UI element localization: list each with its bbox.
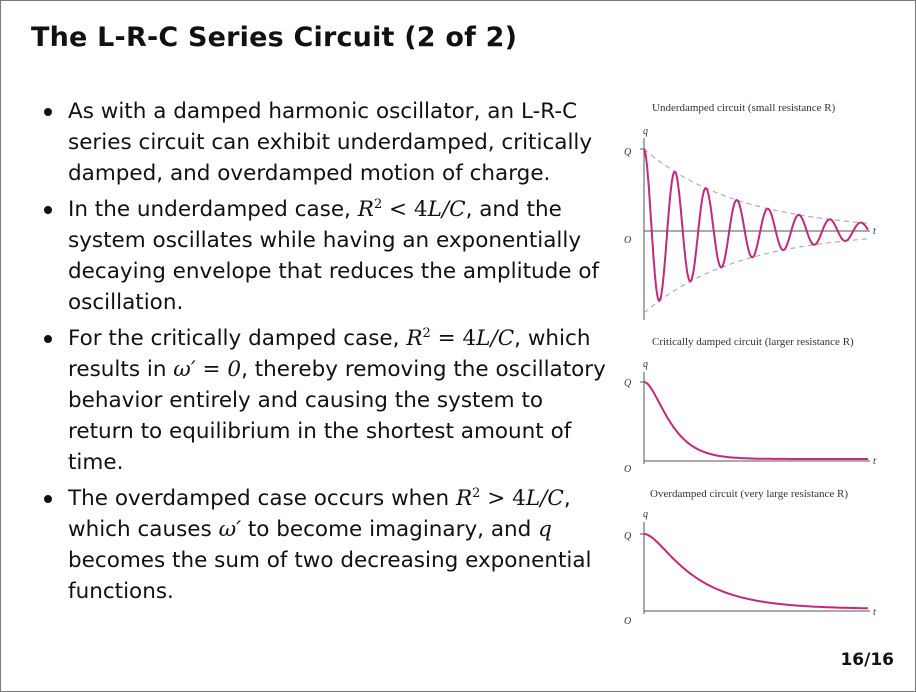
figure-caption: Critically damped circuit (larger resist… xyxy=(652,336,854,348)
bullet-text: to become imaginary, and xyxy=(240,517,539,542)
bullet-item-4: The overdamped case occurs when R2 > 4L/… xyxy=(40,483,610,607)
critically-damped-curve xyxy=(643,381,868,460)
bullet-text: The overdamped case occurs when xyxy=(68,486,456,511)
figure-caption: Underdamped circuit (small resistance R) xyxy=(652,102,836,114)
math-symbol: L/C xyxy=(476,326,515,351)
origin-label: O xyxy=(624,235,631,246)
x-axis-label: t xyxy=(873,456,876,467)
math-symbol: ω′ xyxy=(218,517,241,542)
bullet-dot xyxy=(44,108,52,116)
envelope-lower xyxy=(643,238,869,314)
bullet-dot xyxy=(44,206,52,214)
bullet-text: which causes xyxy=(68,517,219,542)
math-symbol: L/C xyxy=(427,197,466,222)
figure-overdamped: Overdamped circuit (very large resistanc… xyxy=(612,484,902,630)
bullet-dot xyxy=(44,495,52,503)
bullet-text: , and the system oscillates while having… xyxy=(68,197,600,315)
underdamped-curve xyxy=(643,148,869,302)
math-symbol: R xyxy=(455,486,473,511)
bullet-text: , thereby removing the oscillatory behav… xyxy=(68,357,606,475)
bullet-list: As with a damped harmonic oscillator, an… xyxy=(40,96,610,612)
y-axis-label: q xyxy=(643,126,648,137)
slide-title: The L-R-C Series Circuit (2 of 2) xyxy=(31,22,518,53)
q-max-label: Q xyxy=(624,531,632,542)
bullet-text: As with a damped harmonic oscillator, an… xyxy=(68,99,593,186)
figure-critically-damped: Critically damped circuit (larger resist… xyxy=(612,332,902,482)
math-exponent: 2 xyxy=(373,196,383,212)
math-symbol: L/C xyxy=(525,486,564,511)
bullet-text: In the underdamped case, xyxy=(68,197,358,222)
bullet-item-1: As with a damped harmonic oscillator, an… xyxy=(40,96,610,189)
x-axis-label: t xyxy=(873,607,876,618)
bullet-dot xyxy=(44,335,52,343)
origin-label: O xyxy=(624,464,631,475)
bullet-text: becomes the sum of two decreasing expone… xyxy=(68,548,592,604)
math-exponent: 2 xyxy=(472,485,481,501)
math-symbol: R xyxy=(406,326,423,351)
math-symbol: ω′ = 0 xyxy=(173,357,242,382)
bullet-text: , which results in xyxy=(68,326,591,382)
page-number: 16/16 xyxy=(840,650,894,670)
y-axis-label: q xyxy=(643,359,648,370)
math-exponent: 2 xyxy=(422,325,431,341)
origin-label: O xyxy=(624,616,631,627)
x-axis-label: t xyxy=(873,226,876,237)
q-max-label: Q xyxy=(624,378,632,389)
overdamped-curve xyxy=(644,533,868,610)
math-operator: < 4 xyxy=(382,197,428,222)
math-symbol: q xyxy=(538,517,552,542)
q-max-label: Q xyxy=(624,147,632,158)
math-operator: > 4 xyxy=(480,486,526,511)
math-operator: = 4 xyxy=(430,326,477,351)
y-axis-label: q xyxy=(643,509,648,520)
figure-underdamped: Underdamped circuit (small resistance R)… xyxy=(612,98,902,324)
bullet-item-2: In the underdamped case, R2 < 4L/C, and … xyxy=(40,194,610,318)
bullet-item-3: For the critically damped case, R2 = 4L/… xyxy=(40,323,610,478)
figure-caption: Overdamped circuit (very large resistanc… xyxy=(650,488,848,500)
bullet-text: , xyxy=(563,486,571,511)
math-symbol: R xyxy=(357,197,374,222)
bullet-text: For the critically damped case, xyxy=(68,326,407,351)
